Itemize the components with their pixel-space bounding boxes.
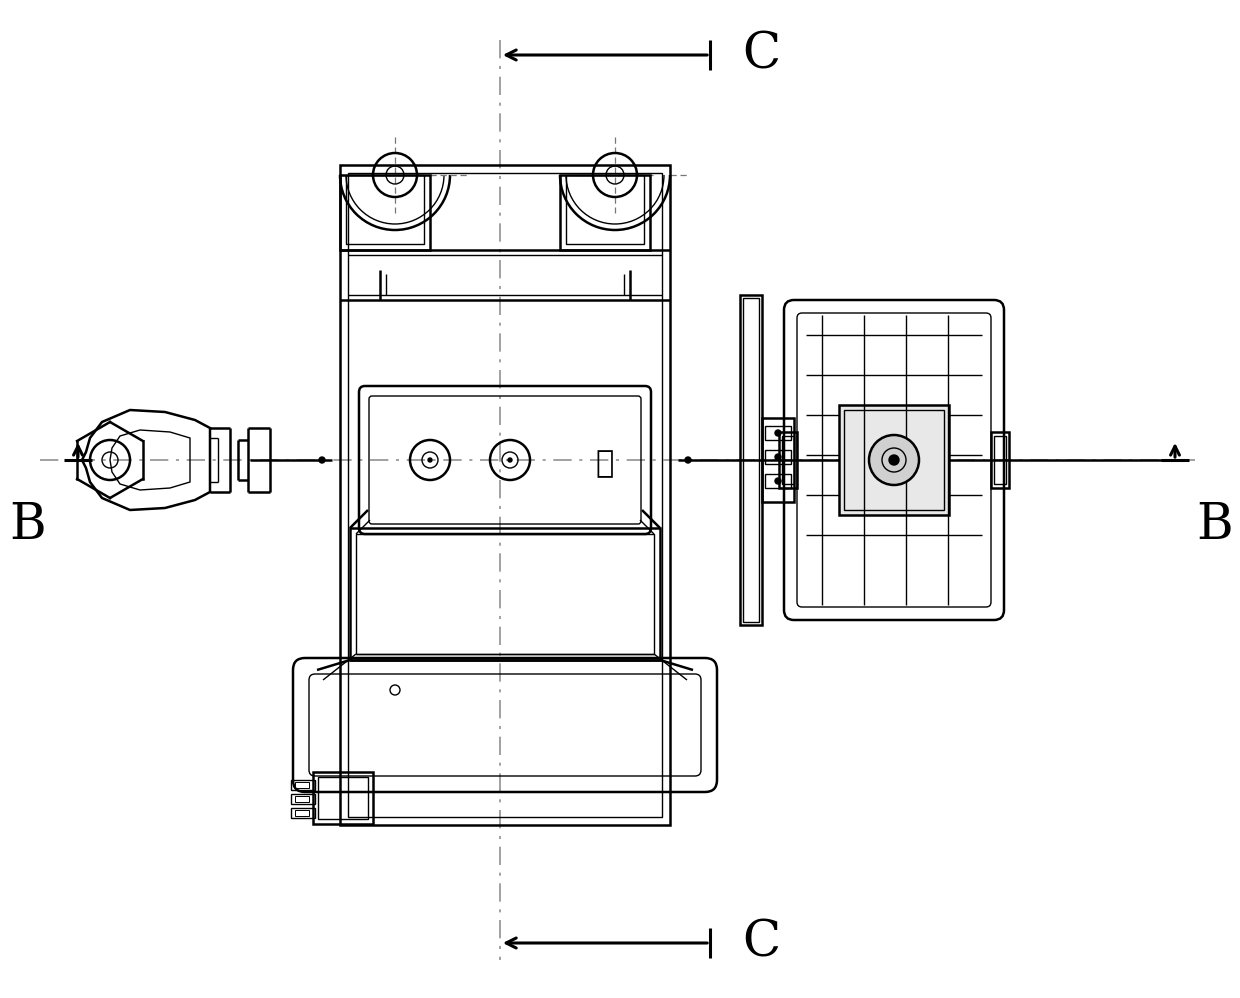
Bar	[740, 295, 763, 625]
Bar	[844, 410, 944, 510]
Circle shape	[889, 455, 899, 465]
Bar	[560, 175, 650, 250]
Text: 仿: 仿	[596, 449, 614, 478]
Circle shape	[508, 458, 512, 462]
Bar	[291, 794, 315, 804]
Bar	[743, 298, 759, 622]
Circle shape	[428, 458, 432, 462]
Circle shape	[319, 457, 325, 463]
Circle shape	[869, 435, 919, 485]
Text: B: B	[10, 500, 46, 550]
Bar	[350, 528, 660, 660]
Circle shape	[684, 457, 691, 463]
Bar	[295, 782, 309, 788]
Bar	[779, 432, 797, 488]
Text: C: C	[742, 30, 780, 80]
Bar	[765, 450, 791, 464]
Text: B: B	[1197, 500, 1234, 550]
Text: C: C	[742, 918, 780, 968]
Bar	[295, 810, 309, 816]
Circle shape	[775, 478, 781, 484]
Circle shape	[775, 454, 781, 460]
Bar	[340, 165, 670, 825]
Bar	[991, 432, 1009, 488]
Bar	[346, 175, 424, 244]
Bar	[348, 173, 662, 817]
Bar	[291, 780, 315, 790]
Bar	[782, 436, 794, 484]
Bar	[317, 777, 368, 819]
Bar	[839, 405, 949, 515]
Bar	[763, 418, 794, 502]
Bar	[765, 426, 791, 440]
Circle shape	[775, 430, 781, 436]
Bar	[994, 436, 1006, 484]
Bar	[356, 534, 653, 654]
Bar	[312, 772, 373, 824]
Bar	[340, 175, 430, 250]
Bar	[765, 474, 791, 488]
Bar	[565, 175, 644, 244]
Bar	[291, 808, 315, 818]
Bar	[295, 796, 309, 802]
